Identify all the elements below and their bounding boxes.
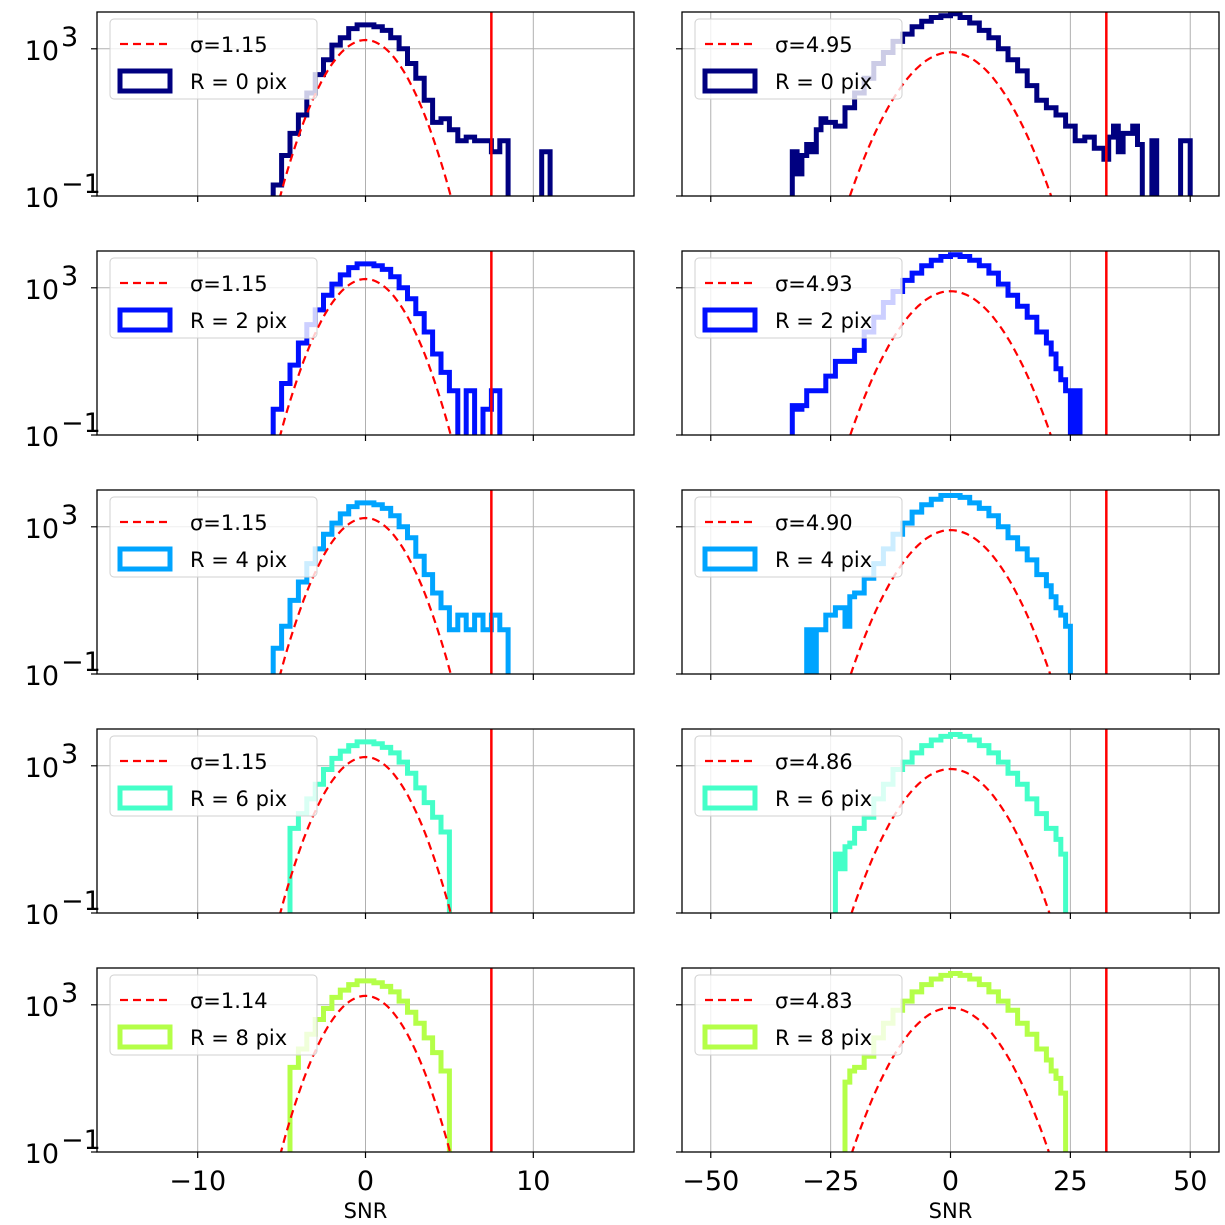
legend-hist-swatch bbox=[702, 307, 758, 333]
y-tick-label: 10 bbox=[25, 1139, 59, 1170]
legend-hist-label: R = 2 pix bbox=[775, 309, 872, 333]
legend-box bbox=[694, 974, 903, 1056]
gaussian-fit-line bbox=[849, 528, 1052, 674]
panel-right-row0: σ=4.95 R = 0 pix bbox=[676, 11, 1220, 202]
x-tick-label: 0 bbox=[357, 1166, 374, 1197]
legend-sigma-label: σ=1.15 bbox=[190, 511, 268, 535]
legend-sigma-label: σ=4.95 bbox=[775, 33, 853, 57]
legend-box bbox=[109, 496, 318, 578]
legend-box bbox=[109, 257, 318, 339]
legend-hist-label: R = 2 pix bbox=[190, 309, 287, 333]
y-tick-label: 10 bbox=[25, 183, 59, 214]
legend-sigma-label: σ=4.93 bbox=[775, 272, 853, 296]
x-tick-label: 25 bbox=[1053, 1166, 1087, 1197]
legend-box bbox=[694, 496, 903, 578]
y-tick-label: 10 bbox=[25, 661, 59, 692]
y-tick-exponent: 3 bbox=[61, 978, 78, 1009]
legend-hist-label: R = 8 pix bbox=[190, 1026, 287, 1050]
gaussian-fit-line bbox=[279, 38, 452, 196]
y-tick-exponent: −1 bbox=[61, 1125, 101, 1156]
plot-area bbox=[789, 12, 1193, 196]
y-tick-exponent: −1 bbox=[61, 647, 101, 678]
gaussian-fit-line bbox=[848, 51, 1053, 196]
gaussian-fit-line bbox=[279, 755, 452, 913]
plot-area bbox=[832, 732, 1069, 913]
legend-hist-swatch bbox=[117, 307, 173, 333]
y-tick-exponent: 3 bbox=[61, 500, 78, 531]
gaussian-fit-line bbox=[279, 277, 452, 435]
legend-hist-label: R = 0 pix bbox=[775, 70, 872, 94]
x-axis-label: SNR bbox=[344, 1199, 388, 1223]
legend-box bbox=[694, 257, 903, 339]
y-tick-exponent: −1 bbox=[61, 408, 101, 439]
y-tick-label: 10 bbox=[25, 275, 59, 306]
legend-hist-swatch bbox=[117, 68, 173, 94]
y-tick-exponent: −1 bbox=[61, 886, 101, 917]
y-tick-label: 10 bbox=[25, 514, 59, 545]
legend-box bbox=[109, 18, 318, 100]
legend-box bbox=[109, 974, 318, 1056]
legend-sigma-label: σ=1.15 bbox=[190, 33, 268, 57]
gaussian-fit-line bbox=[279, 516, 452, 674]
legend-hist-label: R = 8 pix bbox=[775, 1026, 872, 1050]
legend-box bbox=[694, 735, 903, 817]
x-tick-label: −50 bbox=[682, 1166, 739, 1197]
histogram-series bbox=[832, 732, 1069, 913]
plot-area bbox=[789, 252, 1083, 435]
x-tick-label: −10 bbox=[169, 1166, 226, 1197]
legend-hist-label: R = 4 pix bbox=[775, 548, 872, 572]
gaussian-fit-line bbox=[279, 994, 452, 1152]
y-tick-label: 10 bbox=[25, 900, 59, 931]
legend-hist-swatch bbox=[702, 68, 758, 94]
legend-sigma-label: σ=4.86 bbox=[775, 750, 853, 774]
x-tick-label: 0 bbox=[942, 1166, 959, 1197]
panel-right-row1: σ=4.93 R = 2 pix bbox=[676, 250, 1220, 441]
legend-hist-label: R = 6 pix bbox=[775, 787, 872, 811]
legend-hist-swatch bbox=[117, 785, 173, 811]
y-tick-exponent: 3 bbox=[61, 22, 78, 53]
histogram-series bbox=[804, 493, 1073, 674]
legend-hist-label: R = 6 pix bbox=[190, 787, 287, 811]
y-tick-exponent: 3 bbox=[61, 261, 78, 292]
legend-hist-swatch bbox=[117, 1024, 173, 1050]
legend-box bbox=[694, 18, 903, 100]
y-tick-exponent: −1 bbox=[61, 169, 101, 200]
y-tick-exponent: 3 bbox=[61, 739, 78, 770]
histogram-series bbox=[789, 12, 1193, 196]
legend-sigma-label: σ=1.15 bbox=[190, 750, 268, 774]
y-tick-label: 10 bbox=[25, 753, 59, 784]
gaussian-fit-line bbox=[851, 1006, 1050, 1152]
x-tick-label: 50 bbox=[1173, 1166, 1207, 1197]
legend-sigma-label: σ=1.15 bbox=[190, 272, 268, 296]
x-tick-label: 10 bbox=[516, 1166, 550, 1197]
x-tick-label: −25 bbox=[802, 1166, 859, 1197]
gaussian-fit-line bbox=[850, 767, 1051, 913]
gaussian-fit-line bbox=[849, 290, 1052, 435]
legend-sigma-label: σ=1.14 bbox=[190, 989, 268, 1013]
legend-sigma-label: σ=4.90 bbox=[775, 511, 853, 535]
histogram-series bbox=[789, 252, 1083, 435]
y-tick-label: 10 bbox=[25, 36, 59, 67]
legend-sigma-label: σ=4.83 bbox=[775, 989, 853, 1013]
panel-right-row3: σ=4.86 R = 6 pix bbox=[676, 728, 1220, 919]
legend-hist-swatch bbox=[702, 1024, 758, 1050]
plot-area bbox=[804, 493, 1073, 674]
panel-right-row2: σ=4.90 R = 4 pix bbox=[676, 489, 1220, 680]
legend-hist-label: R = 4 pix bbox=[190, 548, 287, 572]
legend-hist-swatch bbox=[702, 785, 758, 811]
legend-hist-swatch bbox=[117, 546, 173, 572]
y-tick-label: 10 bbox=[25, 422, 59, 453]
legend-hist-label: R = 0 pix bbox=[190, 70, 287, 94]
legend-box bbox=[109, 735, 318, 817]
panel-right-row4: σ=4.83 R = 8 pix −50 −25 0 25 50 SNR bbox=[676, 967, 1220, 1223]
legend-hist-swatch bbox=[702, 546, 758, 572]
y-tick-label: 10 bbox=[25, 992, 59, 1023]
x-axis-label: SNR bbox=[929, 1199, 973, 1223]
